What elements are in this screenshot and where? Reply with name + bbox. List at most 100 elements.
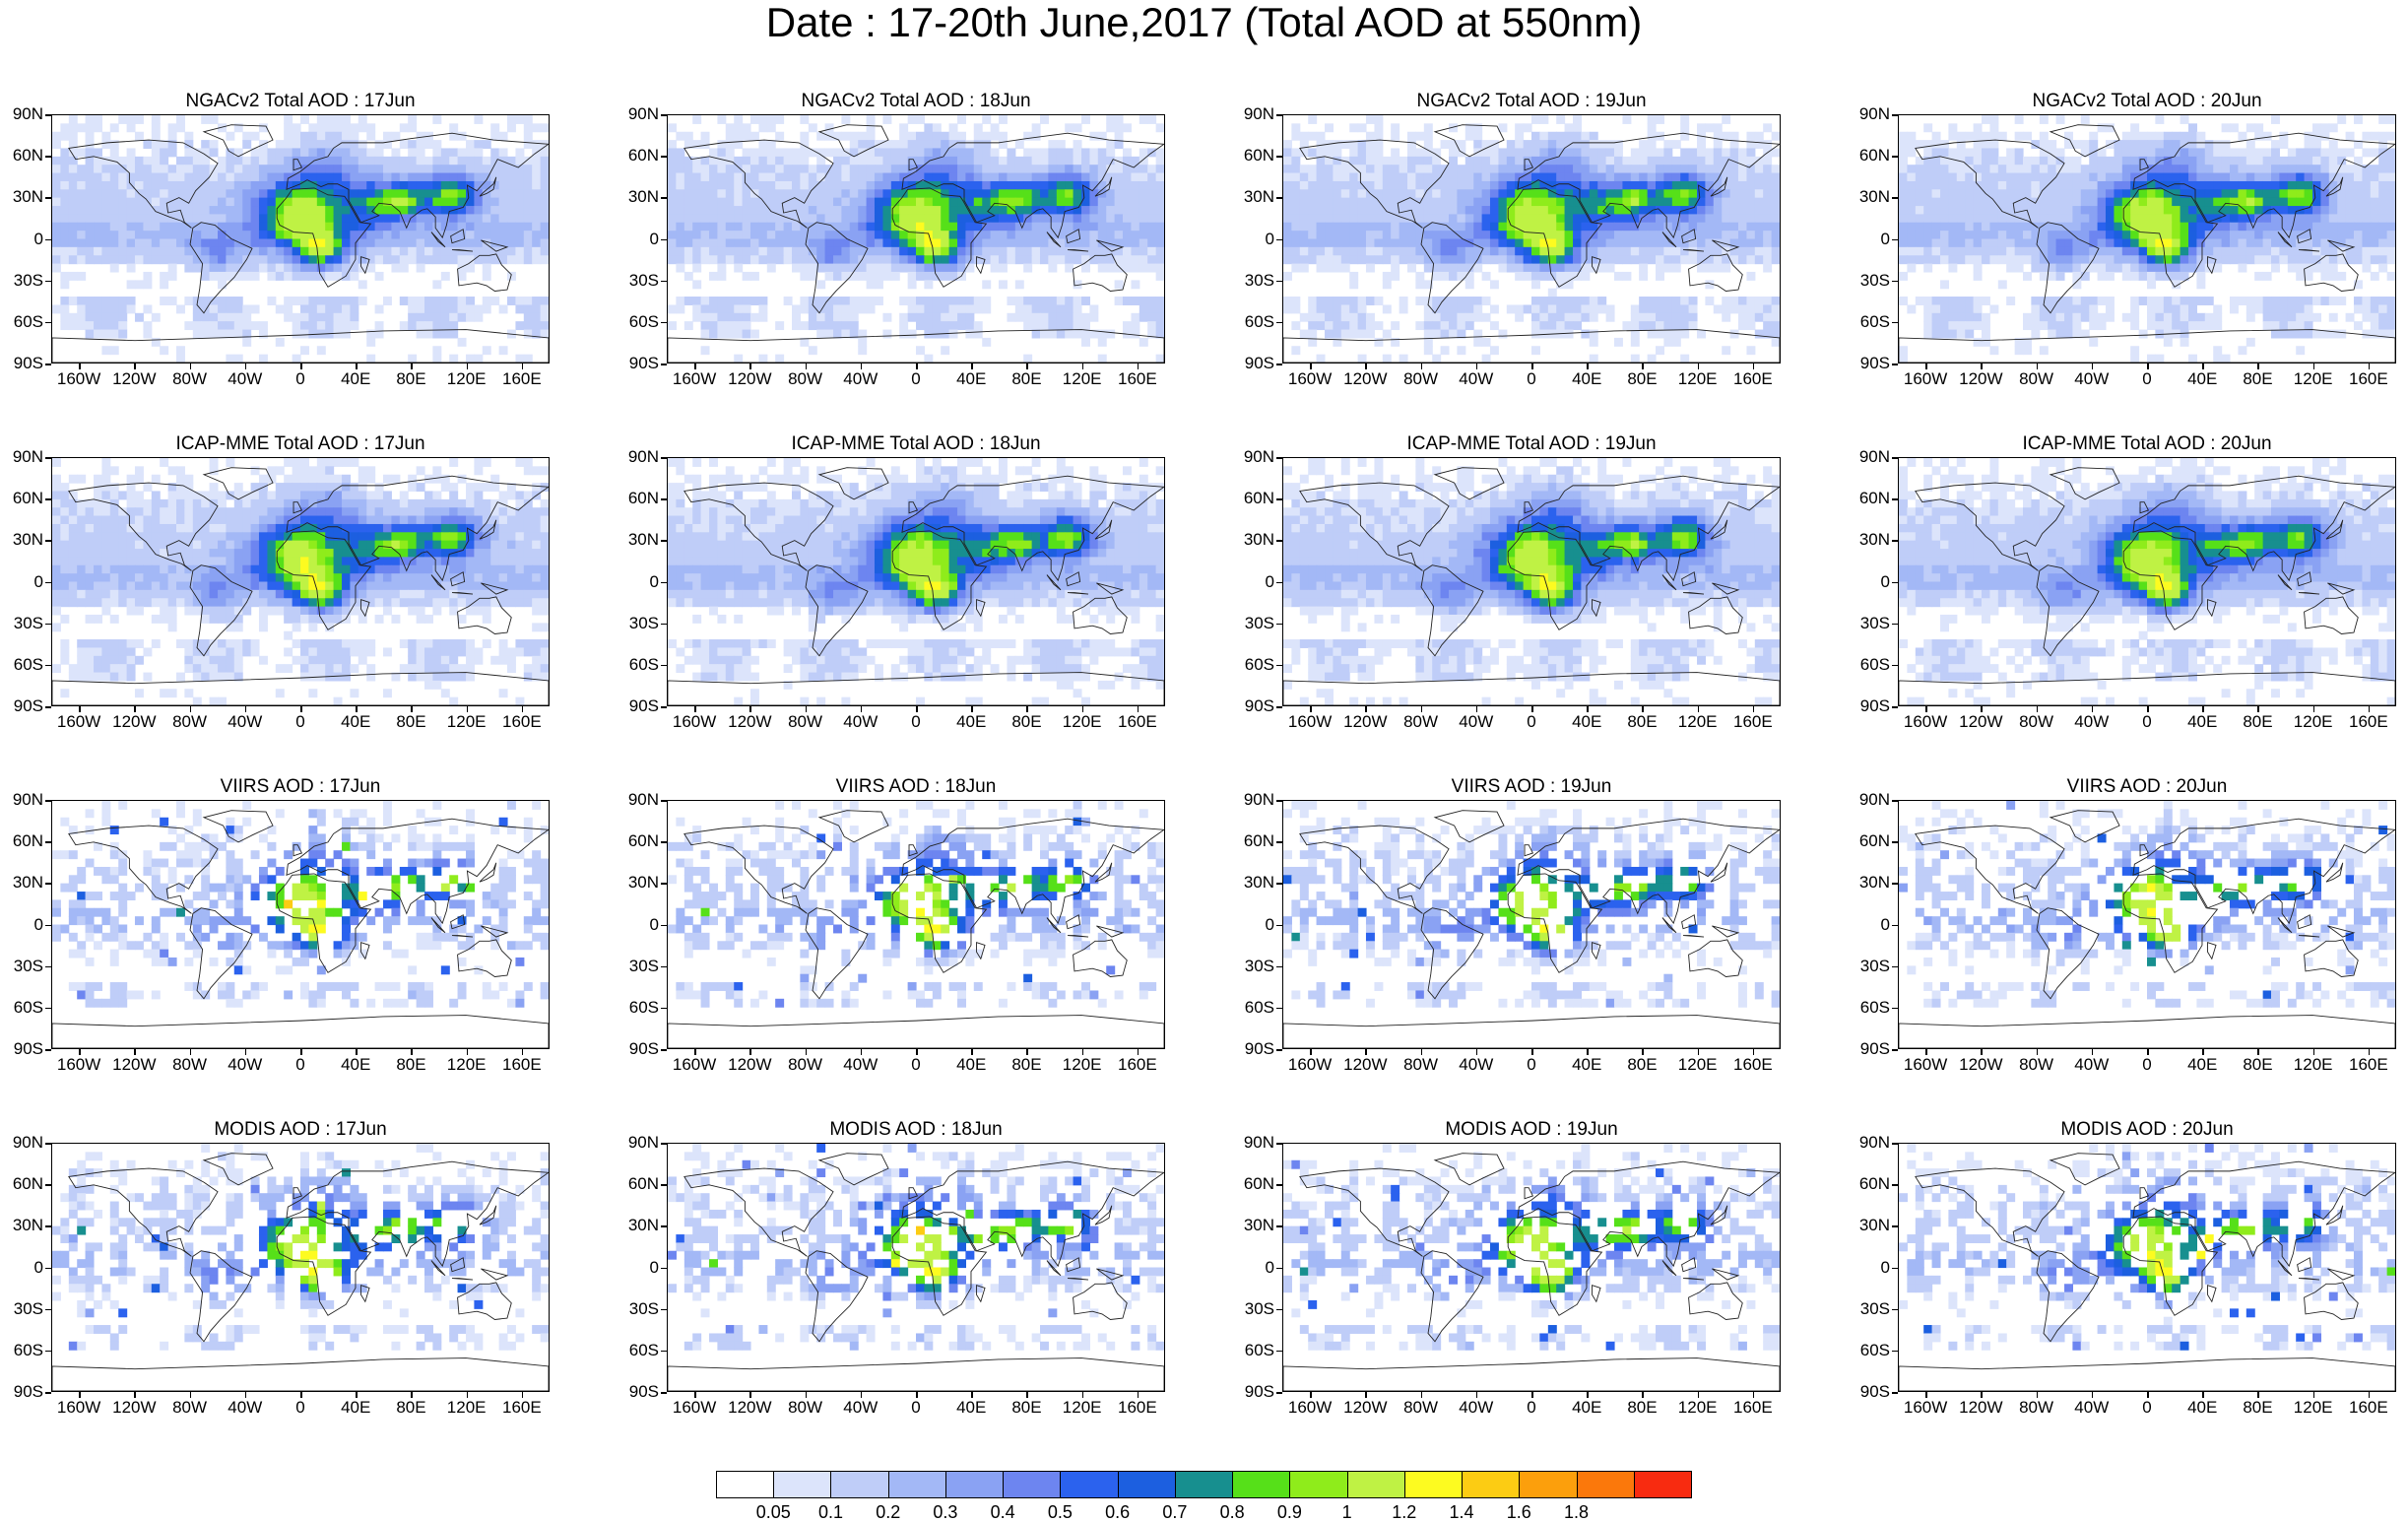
lat-label: 30S bbox=[13, 1298, 43, 1318]
lat-tick bbox=[661, 321, 667, 324]
lat-tick bbox=[45, 197, 51, 199]
lon-label: 160W bbox=[1903, 1055, 1948, 1074]
lat-label: 90N bbox=[1858, 790, 1890, 809]
colorbar-label: 0.8 bbox=[1219, 1502, 1245, 1522]
lat-tick bbox=[1276, 457, 1282, 459]
lon-label: 80W bbox=[172, 369, 208, 388]
lat-tick bbox=[1276, 364, 1282, 365]
lat-label: 0 bbox=[1265, 229, 1274, 248]
coastlines bbox=[668, 1153, 1164, 1391]
coastlines bbox=[1899, 810, 2395, 1048]
colorbar-label: 1.6 bbox=[1506, 1502, 1531, 1522]
lat-tick bbox=[45, 1308, 51, 1311]
lon-label: 40W bbox=[228, 369, 263, 388]
lon-tick bbox=[1531, 706, 1533, 712]
aod-field bbox=[1899, 801, 2395, 1008]
lon-tick bbox=[1642, 1392, 1644, 1398]
map-frame bbox=[1282, 1143, 1781, 1392]
lat-tick bbox=[45, 364, 51, 365]
lat-tick bbox=[1892, 1225, 1898, 1227]
lat-label: 60N bbox=[1243, 831, 1274, 851]
lon-tick bbox=[1925, 706, 1927, 712]
lon-tick bbox=[2091, 706, 2094, 712]
lat-tick bbox=[1892, 883, 1898, 885]
lat-tick bbox=[661, 457, 667, 459]
panel-title: VIIRS AOD : 18Jun bbox=[835, 776, 997, 797]
lon-tick bbox=[1081, 1049, 1084, 1055]
lon-tick bbox=[300, 1049, 302, 1055]
lon-label: 40W bbox=[228, 1055, 263, 1074]
lat-label: 60S bbox=[1244, 1340, 1274, 1359]
lon-label: 0 bbox=[2142, 712, 2152, 731]
lon-tick bbox=[244, 364, 247, 369]
lon-tick bbox=[79, 364, 81, 369]
lon-tick bbox=[1475, 1049, 1478, 1055]
lon-tick bbox=[1697, 364, 1700, 369]
lon-tick bbox=[300, 364, 302, 369]
lon-tick bbox=[2202, 1049, 2204, 1055]
lat-label: 30N bbox=[1243, 187, 1274, 207]
colorbar-label: 1 bbox=[1341, 1502, 1352, 1522]
lon-tick bbox=[356, 364, 358, 369]
coastlines bbox=[52, 810, 549, 1048]
lat-label: 90N bbox=[12, 104, 43, 123]
lat-tick bbox=[1892, 457, 1898, 459]
map-frame bbox=[1282, 114, 1781, 364]
lon-tick bbox=[1752, 706, 1755, 712]
lon-label: 120E bbox=[2293, 712, 2333, 731]
map-frame bbox=[1898, 1143, 2396, 1392]
lon-tick bbox=[916, 706, 918, 712]
lat-tick bbox=[661, 1007, 667, 1010]
lat-tick bbox=[1892, 321, 1898, 324]
lon-tick bbox=[1026, 706, 1028, 712]
lat-tick bbox=[45, 1007, 51, 1010]
lon-tick bbox=[1137, 706, 1139, 712]
lat-label: 0 bbox=[649, 229, 659, 248]
lat-label: 30N bbox=[1858, 530, 1890, 550]
lon-label: 80E bbox=[1011, 369, 1042, 388]
lon-label: 120W bbox=[1343, 369, 1388, 388]
lat-label: 60N bbox=[1858, 146, 1890, 165]
lon-tick bbox=[805, 1049, 808, 1055]
lon-tick bbox=[805, 1392, 808, 1398]
lon-label: 160W bbox=[56, 1055, 101, 1074]
lon-label: 80W bbox=[172, 1398, 208, 1417]
lat-tick bbox=[45, 540, 51, 542]
lat-label: 30S bbox=[1859, 956, 1890, 975]
colorbar-label: 0.1 bbox=[817, 1502, 843, 1522]
lon-tick bbox=[2368, 1049, 2371, 1055]
lon-label: 120E bbox=[1677, 1398, 1718, 1417]
panel-title: MODIS AOD : 20Jun bbox=[2060, 1119, 2234, 1140]
lat-label: 90N bbox=[627, 447, 659, 466]
lat-tick bbox=[1892, 1184, 1898, 1186]
lat-label: 90N bbox=[12, 1133, 43, 1152]
lat-tick bbox=[1276, 1049, 1282, 1051]
coastlines bbox=[52, 467, 549, 705]
lat-tick bbox=[45, 321, 51, 324]
lon-tick bbox=[749, 706, 751, 712]
lat-tick bbox=[1276, 238, 1282, 240]
lon-label: 160W bbox=[1287, 712, 1333, 731]
lon-label: 40W bbox=[843, 1055, 879, 1074]
coastlines bbox=[52, 124, 549, 363]
lat-tick bbox=[1892, 1392, 1898, 1394]
lat-label: 30S bbox=[1859, 613, 1890, 632]
lon-tick bbox=[189, 364, 192, 369]
lat-label: 60S bbox=[13, 1340, 43, 1359]
lon-tick bbox=[1310, 1392, 1312, 1398]
lat-label: 30N bbox=[12, 1216, 43, 1235]
lon-tick bbox=[1137, 1392, 1139, 1398]
lon-tick bbox=[2036, 364, 2039, 369]
lon-label: 120E bbox=[2293, 1398, 2333, 1417]
lon-tick bbox=[749, 1049, 751, 1055]
colorbar-label: 1.2 bbox=[1392, 1502, 1417, 1522]
lat-tick bbox=[1892, 197, 1898, 199]
lat-tick bbox=[1892, 114, 1898, 116]
lon-tick bbox=[860, 364, 863, 369]
aod-field bbox=[1283, 1144, 1780, 1351]
lat-label: 90N bbox=[12, 447, 43, 466]
lon-label: 160E bbox=[502, 1398, 542, 1417]
lon-tick bbox=[300, 1392, 302, 1398]
aod-field bbox=[52, 458, 549, 705]
lon-label: 120W bbox=[1959, 1055, 2003, 1074]
